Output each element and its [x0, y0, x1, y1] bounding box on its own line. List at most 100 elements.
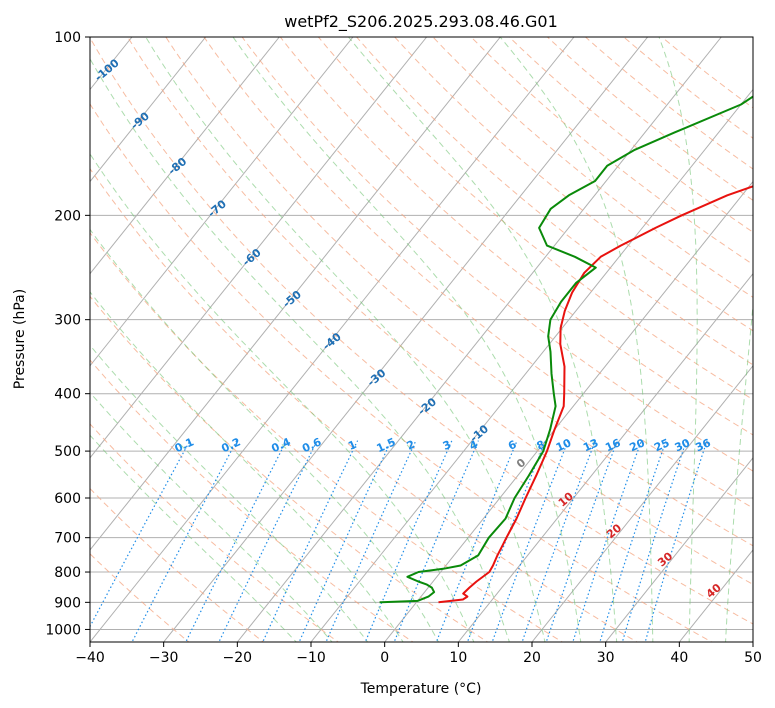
isotherm-line [90, 37, 354, 367]
isotherm-line [457, 272, 753, 642]
chart-grid [0, 37, 753, 642]
y-tick-label: 600 [54, 491, 81, 507]
y-tick-label: 100 [54, 30, 81, 46]
temperature-profile-line [438, 185, 753, 604]
dry-adiabat-line [90, 103, 713, 642]
isotherm-line [678, 549, 753, 642]
dry-adiabat-line [508, 37, 753, 233]
moist-adiabat-line [725, 300, 753, 642]
mixing-ratio-label: 30 [673, 436, 693, 454]
plot-frame [89, 36, 754, 643]
mixing-ratio-label: 2 [405, 438, 417, 453]
mixing-ratio-label: 0.2 [220, 435, 243, 455]
dry-adiabat-line [394, 37, 753, 332]
isotherm-line [384, 180, 753, 642]
dry-adiabat-line [90, 423, 340, 642]
x-tick-label: 30 [597, 650, 615, 666]
mixing-ratio-label: 36 [693, 436, 713, 454]
y-tick-label: 700 [54, 531, 81, 547]
mixing-ratio-line [644, 440, 708, 642]
isotherm-line [752, 641, 753, 642]
isotherm-line [90, 37, 207, 183]
mixing-ratio-line [572, 440, 643, 642]
mixing-ratio-label: 6 [506, 438, 519, 453]
mixing-ratio-line [90, 440, 191, 628]
dry-adiabat-line [127, 37, 753, 586]
x-axis-label: Temperature (°C) [360, 681, 482, 697]
chart-title: wetPf2_S206.2025.293.08.46.G01 [284, 12, 558, 32]
moist-adiabat-line [90, 434, 297, 642]
y-axis-label: Pressure (hPa) [12, 289, 28, 389]
mixing-ratio-label: 3 [441, 438, 453, 453]
dry-adiabat-line [90, 553, 190, 642]
isotherm-line [163, 37, 649, 642]
dry-adiabat-line [279, 37, 753, 436]
x-tick-label: 0 [380, 650, 389, 666]
dry-adiabat-line [355, 37, 753, 366]
y-tick-label: 800 [54, 565, 81, 581]
dry-adiabat-line [165, 37, 753, 547]
y-tick-label: 500 [54, 444, 81, 460]
mixing-ratio-line [218, 440, 318, 642]
dry-adiabat-line [90, 295, 489, 642]
isotherm-line [236, 37, 722, 642]
isotherm-line [0, 37, 58, 642]
moist-adiabat-line [90, 57, 510, 642]
mixing-ratio-label: 20 [628, 436, 648, 454]
mixing-ratio-line [262, 440, 359, 642]
dry-adiabat-line [241, 37, 753, 472]
x-tick-label: 10 [449, 650, 467, 666]
axis-ticks: −40 −30 −20 −10 0 10 20 30 40 5010020030040050060… [45, 30, 762, 666]
y-tick-label: 1000 [45, 622, 81, 638]
isotherm-line [90, 37, 501, 551]
dry-adiabat-line [90, 37, 753, 625]
mixing-ratio-line [599, 440, 667, 642]
y-tick-label: 300 [54, 313, 81, 329]
mixing-ratio-label: 0.6 [300, 435, 323, 455]
moist-adiabat-line [232, 37, 582, 642]
y-tick-label: 400 [54, 387, 81, 403]
dry-adiabat-line [546, 37, 753, 201]
y-tick-label: 900 [54, 595, 81, 611]
mixing-ratio-line [131, 440, 238, 642]
dry-adiabat-line [317, 37, 753, 401]
mixing-ratio-label: 0.1 [173, 435, 196, 455]
dewpoint-profile-line [379, 95, 753, 604]
moist-adiabat-label: 0 [514, 456, 528, 471]
moist-adiabat-line [90, 153, 475, 642]
dry-adiabat-label: -100 [92, 56, 122, 84]
dry-adiabat-line [470, 37, 753, 266]
moist-adiabat-line [90, 291, 404, 642]
x-tick-label: −30 [149, 650, 179, 666]
isotherm-line [90, 37, 280, 275]
isotherm-line [605, 457, 753, 642]
moist-adiabat-line [499, 37, 654, 642]
x-tick-label: 20 [523, 650, 541, 666]
moist-adiabat-label: 10 [556, 489, 576, 509]
mixing-ratio-label: 16 [603, 436, 623, 454]
isotherm-line [90, 37, 428, 459]
moist-adiabat-line [90, 228, 440, 642]
mixing-ratio-label: 25 [652, 436, 671, 454]
mixing-ratio-line [185, 440, 288, 642]
x-tick-label: −40 [75, 650, 105, 666]
moist-adiabat-line [145, 37, 546, 642]
moist-adiabat-label: 40 [704, 581, 724, 601]
moist-adiabat-line [348, 37, 618, 642]
moist-adiabat-line [658, 37, 698, 642]
mixing-ratio-line [393, 440, 479, 642]
x-tick-label: −10 [296, 650, 326, 666]
dry-adiabat-line [203, 37, 753, 509]
mixing-ratio-label: 13 [581, 436, 600, 454]
moist-adiabat-line [90, 344, 369, 642]
dry-adiabat-line [90, 359, 414, 642]
mixing-ratio-label: 10 [554, 436, 574, 454]
dry-adiabat-line [584, 37, 753, 170]
mixing-ratio-line [364, 440, 453, 642]
moist-adiabat-line [90, 391, 333, 642]
mixing-ratio-line [325, 440, 417, 642]
moist-adiabat-label: 30 [655, 549, 675, 569]
x-tick-label: 50 [744, 650, 762, 666]
mixing-ratio-label: 1.5 [375, 435, 398, 455]
